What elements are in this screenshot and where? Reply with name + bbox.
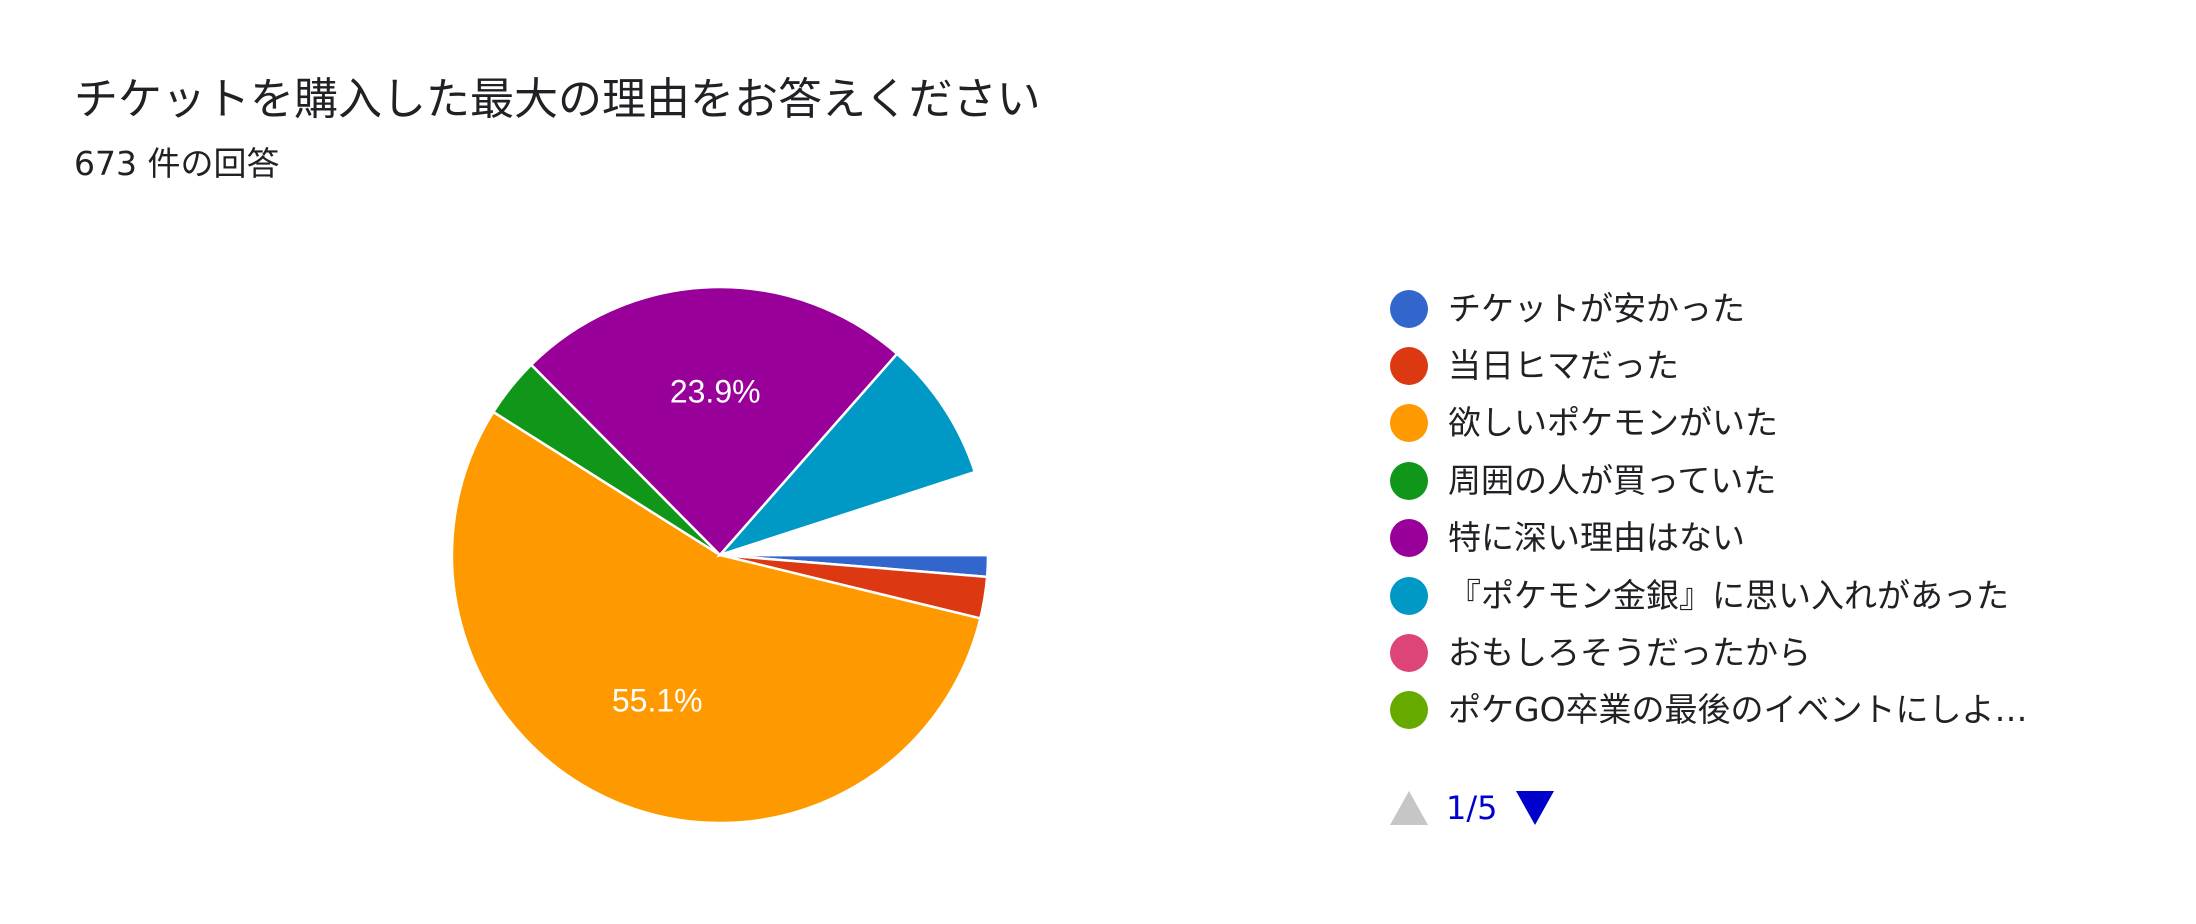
legend-label: 当日ヒマだった xyxy=(1448,346,1679,386)
legend-item-4: 周囲の人が買っていた xyxy=(1390,452,2028,509)
legend-label: おもしろそうだったから xyxy=(1448,633,1811,673)
legend-item-8: ポケGO卒業の最後のイベントにしよ… xyxy=(1390,682,2028,739)
legend-label: ポケGO卒業の最後のイベントにしよ… xyxy=(1448,690,2028,730)
legend-swatch-icon xyxy=(1390,289,1428,328)
chart-legend: チケットが安かった 当日ヒマだった欲しいポケモンがいた 周囲の人が買っていた 特に深い… xyxy=(1390,280,2028,739)
legend-label: 特に深い理由はない xyxy=(1448,518,1745,558)
response-count: 673 件の回答 xyxy=(74,144,280,183)
legend-item-5: 特に深い理由はない xyxy=(1390,510,2028,567)
legend-swatch-icon xyxy=(1390,404,1428,443)
legend-pager: 1/5 xyxy=(1390,784,1554,832)
legend-item-2: 当日ヒマだった xyxy=(1390,337,2028,394)
chart-title: チケットを購入した最大の理由をお答えください xyxy=(74,74,1041,125)
pie-slice-6 xyxy=(716,352,977,558)
pie-slice-3 xyxy=(450,410,982,825)
legend-swatch-icon xyxy=(1390,634,1428,673)
pie-data-label-5: 23.9% xyxy=(670,374,761,410)
legend-label: 周囲の人が買っていた xyxy=(1448,460,1777,500)
page-indicator: 1/5 xyxy=(1446,789,1498,827)
legend-swatch-icon xyxy=(1390,576,1428,615)
next-page-icon[interactable] xyxy=(1515,791,1554,825)
legend-item-1: チケットが安かった xyxy=(1390,280,2028,337)
pie-chart: 55.1% 23.9% xyxy=(450,285,990,825)
legend-item-7: おもしろそうだったから xyxy=(1390,624,2028,681)
legend-swatch-icon xyxy=(1390,691,1428,730)
pie-slice-5 xyxy=(529,285,899,557)
pie-slice-remainder xyxy=(719,470,990,557)
legend-item-6: 『ポケモン金銀』に思い入れがあった xyxy=(1390,567,2028,624)
legend-label: 欲しいポケモンがいた xyxy=(1448,403,1778,443)
legend-swatch-icon xyxy=(1390,347,1428,386)
legend-swatch-icon xyxy=(1390,461,1428,500)
legend-label: 『ポケモン金銀』に思い入れがあった xyxy=(1448,575,2009,615)
previous-page-icon[interactable] xyxy=(1390,791,1428,825)
legend-item-3: 欲しいポケモンがいた xyxy=(1390,395,2028,452)
legend-label: チケットが安かった xyxy=(1448,288,1745,328)
pie-data-label-3: 55.1% xyxy=(612,682,703,718)
legend-swatch-icon xyxy=(1390,519,1428,558)
